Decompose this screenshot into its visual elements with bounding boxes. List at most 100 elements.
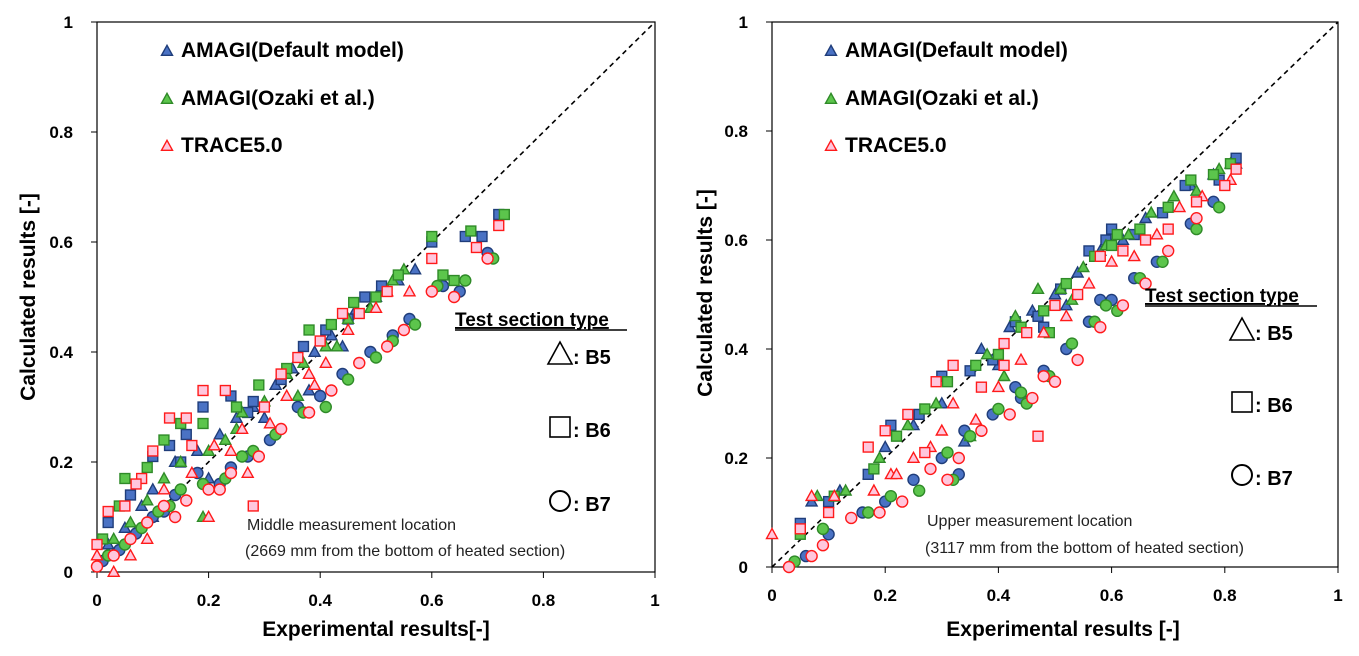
data-point-trace-triangle bbox=[123, 548, 138, 561]
data-point-ozaki-circle bbox=[408, 318, 422, 331]
data-point-trace-square bbox=[975, 381, 988, 393]
data-point-trace-triangle bbox=[185, 465, 199, 478]
data-point-trace-triangle bbox=[935, 423, 949, 436]
data-point-trace-circle bbox=[873, 506, 886, 519]
y-tick-label: 1 bbox=[64, 13, 73, 32]
data-point-ozaki-square bbox=[437, 269, 449, 281]
data-point-trace-circle bbox=[397, 323, 411, 337]
x-tick-label: 0.6 bbox=[1100, 586, 1124, 605]
data-point-ozaki-square bbox=[197, 417, 209, 430]
data-point-ozaki-circle bbox=[369, 351, 383, 364]
data-point-trace-circle bbox=[1003, 408, 1016, 421]
data-point-ozaki-square bbox=[119, 472, 131, 485]
data-point-trace-triangle bbox=[1104, 254, 1119, 267]
data-point-trace-triangle bbox=[969, 412, 983, 425]
data-point-trace-square bbox=[426, 252, 438, 265]
data-point-trace-square bbox=[1230, 163, 1242, 175]
legend-marker-ozaki bbox=[824, 91, 838, 105]
data-point-ozaki-square bbox=[465, 225, 477, 237]
data-point-ozaki-triangle bbox=[1121, 227, 1136, 240]
data-point-trace-triangle bbox=[402, 284, 417, 297]
data-point-trace-circle bbox=[380, 340, 394, 353]
data-point-trace-circle bbox=[1037, 370, 1050, 383]
data-point-trace-circle bbox=[952, 451, 965, 465]
data-point-trace-circle bbox=[447, 290, 461, 304]
data-point-trace-triangle bbox=[991, 379, 1006, 393]
data-point-trace-square bbox=[794, 523, 806, 535]
data-point-trace-circle bbox=[1071, 353, 1084, 367]
data-point-trace-square bbox=[947, 359, 959, 371]
data-point-trace-triangle bbox=[867, 483, 881, 496]
data-point-trace-triangle bbox=[889, 467, 904, 480]
data-point-default-triangle bbox=[408, 262, 422, 275]
data-point-trace-circle bbox=[107, 549, 120, 562]
x-tick-label: 0.6 bbox=[420, 591, 444, 610]
data-point-ozaki-square bbox=[1060, 277, 1072, 290]
data-point-trace-triangle bbox=[1037, 325, 1051, 338]
data-point-trace-square bbox=[1139, 234, 1152, 246]
test-section-item-label: : B6 bbox=[573, 420, 611, 442]
data-point-trace-square bbox=[1071, 288, 1084, 301]
test-section-circle-icon bbox=[1231, 464, 1253, 486]
test-section-item-label: : B7 bbox=[573, 494, 611, 516]
data-point-trace-circle bbox=[782, 560, 796, 574]
x-tick-label: 0 bbox=[92, 591, 101, 610]
data-point-trace-square bbox=[186, 439, 198, 452]
test-section-item-label: : B7 bbox=[1255, 468, 1293, 490]
test-section-triangle-icon bbox=[1228, 316, 1256, 341]
data-point-trace-square bbox=[998, 359, 1010, 371]
data-point-trace-circle bbox=[252, 450, 266, 463]
data-point-default-triangle bbox=[257, 410, 272, 423]
data-point-trace-triangle bbox=[157, 482, 171, 495]
data-point-trace-circle bbox=[1048, 375, 1062, 388]
data-point-trace-circle bbox=[805, 549, 818, 563]
data-point-ozaki-square bbox=[392, 269, 404, 281]
data-point-ozaki-circle bbox=[235, 450, 249, 463]
data-point-trace-circle bbox=[124, 532, 137, 546]
data-point-ozaki-square bbox=[448, 274, 460, 287]
legend-label-ozaki: AMAGI(Ozaki et al.) bbox=[845, 87, 1039, 110]
data-point-trace-square bbox=[998, 337, 1010, 350]
data-point-ozaki-circle bbox=[319, 400, 332, 414]
data-point-ozaki-triangle bbox=[997, 369, 1011, 382]
data-point-trace-square bbox=[130, 478, 142, 490]
data-point-trace-circle bbox=[845, 511, 858, 525]
data-point-ozaki-square bbox=[919, 403, 931, 415]
data-point-ozaki-square bbox=[230, 401, 243, 413]
data-point-default-triangle bbox=[213, 427, 227, 440]
data-point-ozaki-square bbox=[1038, 305, 1050, 317]
y-tick-label: 0 bbox=[739, 558, 748, 577]
data-point-ozaki-triangle bbox=[218, 432, 232, 445]
data-point-trace-circle bbox=[941, 473, 954, 486]
data-point-trace-circle bbox=[1190, 211, 1203, 225]
data-point-trace-circle bbox=[213, 483, 226, 496]
test-section-triangle-icon bbox=[546, 340, 574, 365]
data-point-trace-square bbox=[493, 219, 505, 232]
data-point-trace-circle bbox=[168, 510, 182, 524]
data-point-ozaki-circle bbox=[816, 522, 830, 536]
data-point-trace-circle bbox=[302, 406, 316, 419]
data-point-ozaki-triangle bbox=[838, 483, 853, 496]
data-point-trace-square bbox=[314, 335, 326, 347]
data-point-default-triangle bbox=[974, 341, 989, 354]
data-point-trace-triangle bbox=[906, 450, 921, 463]
data-point-trace-triangle bbox=[224, 443, 238, 456]
data-point-ozaki-square bbox=[868, 463, 880, 475]
data-point-trace-circle bbox=[816, 539, 830, 552]
data-point-trace-square bbox=[919, 446, 931, 459]
data-point-trace-square bbox=[879, 425, 891, 437]
data-point-ozaki-circle bbox=[1190, 222, 1203, 236]
data-point-trace-square bbox=[1032, 430, 1044, 442]
data-point-ozaki-square bbox=[992, 348, 1005, 361]
y-tick-label: 0.2 bbox=[724, 449, 748, 468]
data-point-ozaki-square bbox=[426, 230, 438, 243]
data-point-ozaki-triangle bbox=[929, 396, 943, 409]
y-tick-label: 0.2 bbox=[49, 453, 73, 472]
data-point-trace-square bbox=[353, 307, 365, 320]
data-point-trace-square bbox=[292, 351, 304, 364]
y-tick-label: 0.6 bbox=[724, 231, 748, 250]
data-point-trace-circle bbox=[180, 494, 193, 507]
data-point-trace-circle bbox=[141, 516, 154, 529]
data-point-trace-circle bbox=[924, 462, 937, 476]
